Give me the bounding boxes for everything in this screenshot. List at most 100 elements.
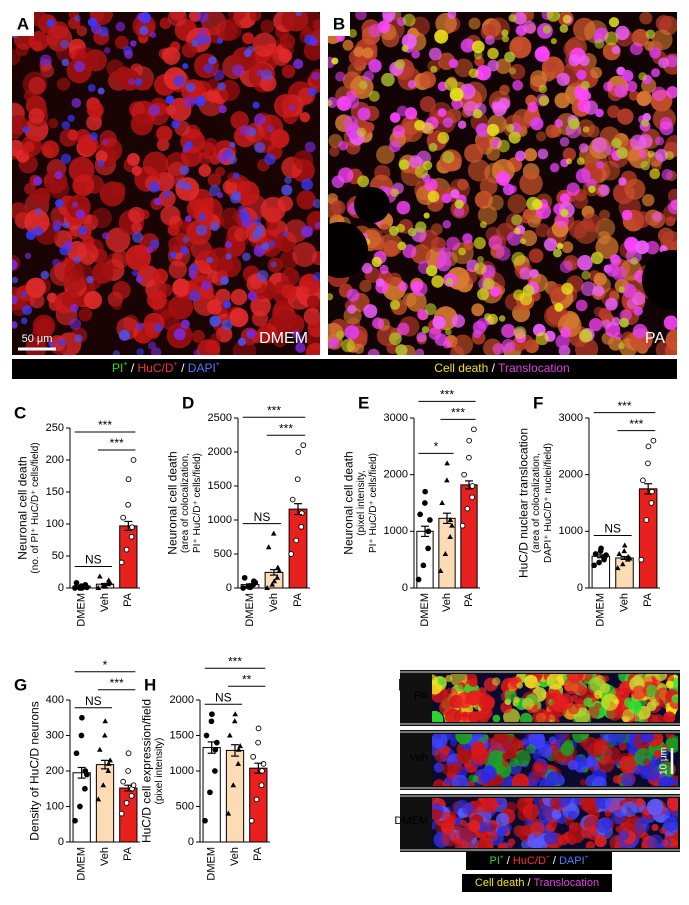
cell-blob xyxy=(67,114,75,122)
cell-blob xyxy=(432,821,437,830)
cell-blob xyxy=(659,827,666,834)
cell-blob xyxy=(481,798,498,814)
cell-blob xyxy=(433,762,445,773)
cell-blob xyxy=(618,342,625,350)
cell-blob xyxy=(424,303,437,316)
cell-blob xyxy=(654,148,668,162)
cell-blob xyxy=(156,125,173,142)
cell-blob xyxy=(497,828,506,836)
cell-blob xyxy=(479,693,492,705)
cell-blob xyxy=(590,66,603,79)
cell-blob xyxy=(12,295,18,305)
cell-blob xyxy=(219,18,242,41)
data-point xyxy=(130,457,137,463)
cell-blob xyxy=(125,244,152,271)
cell-blob xyxy=(449,87,464,102)
legend-text: Translocation xyxy=(533,877,599,889)
cell-blob xyxy=(230,192,241,204)
cell-blob xyxy=(611,316,621,326)
cell-blob xyxy=(97,160,105,167)
cell-blob xyxy=(261,242,270,251)
cell-blob xyxy=(389,299,401,310)
cell-blob xyxy=(543,831,558,845)
cell-blob xyxy=(142,151,169,178)
cell-blob xyxy=(139,25,149,36)
cell-blob xyxy=(577,98,591,113)
cell-blob xyxy=(331,57,339,65)
y-tick-label: 500 xyxy=(214,548,232,560)
cell-blob xyxy=(282,230,289,237)
legend-sup: + xyxy=(500,854,504,861)
cell-blob xyxy=(427,190,440,203)
cell-blob xyxy=(222,179,238,195)
cell-blob xyxy=(617,108,634,125)
cell-blob xyxy=(600,817,613,830)
cell-blob xyxy=(363,304,378,319)
cell-blob xyxy=(61,58,70,67)
x-tick-label: PA xyxy=(122,846,134,861)
data-point xyxy=(276,568,283,573)
data-point xyxy=(125,768,131,774)
cell-blob xyxy=(256,270,269,282)
cell-blob xyxy=(206,299,223,315)
cell-blob xyxy=(57,338,67,347)
cell-blob xyxy=(147,289,167,310)
legend-bar xyxy=(12,359,677,379)
cell-blob xyxy=(598,184,610,196)
cell-blob xyxy=(629,42,643,56)
data-point xyxy=(471,426,477,433)
cell-blob xyxy=(86,276,94,284)
cell-blob xyxy=(621,70,634,82)
cell-blob xyxy=(341,338,355,353)
significance-label: NS xyxy=(85,694,102,708)
cell-blob xyxy=(538,84,548,94)
cell-blob xyxy=(555,334,570,349)
cell-blob xyxy=(380,223,391,234)
cell-blob xyxy=(596,160,605,169)
cell-blob xyxy=(407,227,417,237)
data-point xyxy=(598,545,604,552)
cell-blob xyxy=(601,693,619,711)
cell-blob xyxy=(654,687,672,705)
cell-blob xyxy=(560,326,571,338)
cell-blob xyxy=(437,678,445,686)
significance-label: * xyxy=(103,658,108,672)
cell-blob xyxy=(548,736,557,744)
cell-blob xyxy=(415,221,427,233)
cell-blob xyxy=(631,28,650,47)
cell-blob xyxy=(388,140,401,153)
data-point xyxy=(207,789,213,796)
cell-blob xyxy=(445,277,454,286)
cell-blob xyxy=(512,80,524,91)
cell-blob xyxy=(191,329,205,343)
data-point xyxy=(621,542,628,548)
cell-blob xyxy=(12,276,19,284)
cell-blob xyxy=(102,138,109,145)
cell-blob xyxy=(594,690,603,699)
cell-blob xyxy=(268,240,276,248)
cell-blob xyxy=(564,816,574,826)
cell-blob xyxy=(188,270,197,279)
legend-text: / xyxy=(550,855,559,867)
data-point xyxy=(212,768,218,774)
cell-blob xyxy=(605,145,616,156)
cell-blob xyxy=(135,322,144,331)
cell-blob xyxy=(444,776,452,785)
cell-blob xyxy=(521,697,534,710)
cell-blob xyxy=(358,80,368,90)
y-axis-label: (pixel intensity, xyxy=(356,470,367,535)
significance-label: *** xyxy=(629,417,643,431)
data-point xyxy=(289,496,296,503)
cell-blob xyxy=(647,150,655,158)
cell-blob xyxy=(273,93,299,118)
legend-text: Cell death xyxy=(434,361,488,375)
cell-blob xyxy=(638,149,648,159)
cell-blob xyxy=(442,339,452,349)
cell-blob xyxy=(281,284,297,299)
data-point xyxy=(614,565,621,571)
data-point xyxy=(253,796,260,803)
cell-blob xyxy=(519,267,532,280)
cell-blob xyxy=(473,50,483,60)
cell-blob xyxy=(304,141,316,153)
cell-blob xyxy=(383,240,400,256)
